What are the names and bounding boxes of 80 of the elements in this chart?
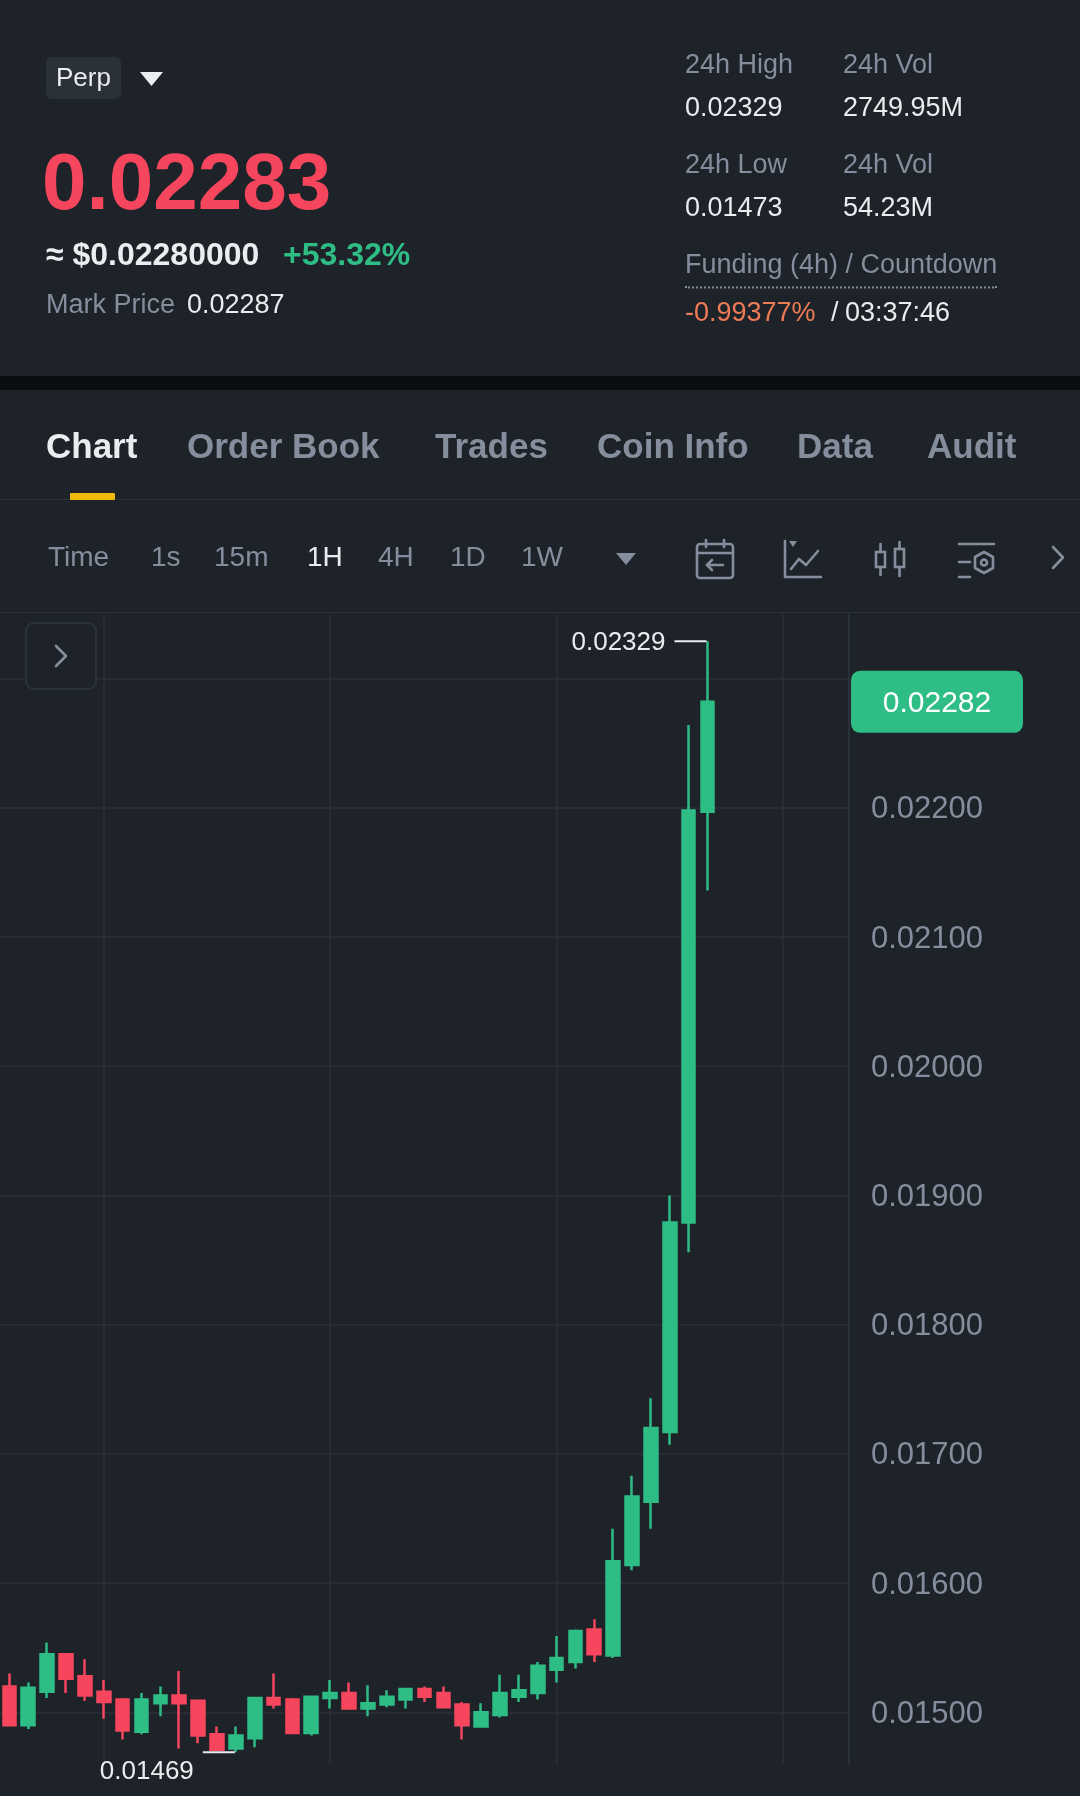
text: 0.02283 xyxy=(42,136,332,228)
candlestick xyxy=(153,1685,168,1718)
candlestick xyxy=(530,1660,546,1701)
candlestick xyxy=(379,1689,395,1709)
candlestick xyxy=(266,1672,281,1710)
candlestick xyxy=(473,1702,489,1730)
annotation: 0.01469 xyxy=(99,1755,194,1786)
candlestick xyxy=(341,1681,357,1711)
text: 1H xyxy=(307,540,343,574)
y-tick-label: 0.01800 xyxy=(871,1307,984,1343)
candlestick xyxy=(511,1673,527,1704)
candlestick xyxy=(662,1194,678,1447)
candlestick xyxy=(228,1725,244,1754)
text: 0.02329 xyxy=(685,92,783,124)
text: 24h Vol xyxy=(843,149,934,181)
candlestick xyxy=(96,1678,112,1721)
candlestick xyxy=(20,1681,36,1731)
text: -0.99377% xyxy=(685,297,816,329)
text: 03:37:46 xyxy=(845,297,951,329)
text: 1W xyxy=(521,540,563,574)
y-tick-label: 0.02200 xyxy=(871,790,984,826)
y-tick-label: 0.02100 xyxy=(871,919,984,955)
text: / xyxy=(831,297,839,329)
text: Mark Price xyxy=(46,289,176,321)
candlestick xyxy=(681,723,696,1254)
candlestick xyxy=(436,1685,451,1710)
text: 2749.95M xyxy=(843,92,964,124)
y-tick-label: 0.01900 xyxy=(871,1177,984,1213)
candlestick xyxy=(2,1672,17,1728)
text: Time xyxy=(48,540,110,574)
text: 1D xyxy=(450,540,486,574)
y-tick-label: 0.01600 xyxy=(871,1565,984,1601)
annotation: 0.02329 xyxy=(571,626,666,657)
candlestick xyxy=(115,1696,130,1741)
text: 24h High xyxy=(685,49,794,81)
text: Coin Info xyxy=(597,425,749,467)
candlestick xyxy=(190,1698,206,1745)
text: 4H xyxy=(378,540,414,574)
text: 15m xyxy=(214,540,269,574)
text: Chart xyxy=(46,425,138,467)
text: 0.01473 xyxy=(685,192,783,224)
candlestick xyxy=(643,1397,659,1531)
y-tick-label: 0.01500 xyxy=(871,1694,984,1730)
text: 24h Vol xyxy=(843,49,934,81)
candlestick xyxy=(171,1669,187,1750)
text: Audit xyxy=(927,425,1017,467)
text: Funding (4h) / Countdown xyxy=(685,249,998,289)
candlestick xyxy=(58,1651,74,1695)
candlestick xyxy=(454,1700,470,1741)
candlestick xyxy=(209,1725,225,1753)
text: Order Book xyxy=(187,425,380,467)
text: 0.02282 xyxy=(882,685,992,719)
text: 24h Low xyxy=(685,149,788,181)
text: 0.02287 xyxy=(187,289,285,321)
y-tick-label: 0.01700 xyxy=(871,1436,984,1472)
candlestick xyxy=(134,1691,149,1736)
text: Data xyxy=(797,425,873,467)
candlestick xyxy=(360,1683,376,1718)
candlestick xyxy=(77,1658,93,1702)
candlestick xyxy=(568,1628,583,1670)
text: Trades xyxy=(435,425,548,467)
candlestick xyxy=(398,1686,413,1710)
text: +53.32% xyxy=(283,235,411,273)
candlestick xyxy=(624,1474,640,1572)
candlestick xyxy=(417,1685,432,1704)
candlestick xyxy=(247,1695,263,1749)
candlestick xyxy=(586,1618,602,1664)
candlestick xyxy=(285,1696,300,1736)
candlestick xyxy=(700,639,715,892)
candlestick xyxy=(605,1527,621,1660)
candlestick xyxy=(492,1673,508,1719)
text: ≈ $0.02280000 xyxy=(46,235,260,273)
text: 54.23M xyxy=(843,192,934,224)
candlestick xyxy=(549,1634,564,1684)
y-tick-label: 0.02000 xyxy=(871,1048,984,1084)
candlestick xyxy=(303,1694,319,1737)
candlestick xyxy=(39,1641,55,1700)
candlestick xyxy=(322,1678,338,1710)
text: Perp xyxy=(46,57,121,99)
text: 1s xyxy=(151,540,181,574)
